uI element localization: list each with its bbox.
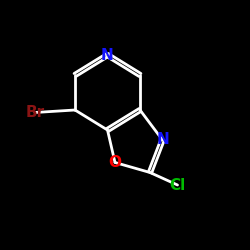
Text: N: N [101, 48, 114, 62]
Text: Br: Br [26, 105, 44, 120]
Text: N: N [156, 132, 169, 148]
Text: O: O [108, 155, 122, 170]
Text: Cl: Cl [170, 178, 186, 192]
